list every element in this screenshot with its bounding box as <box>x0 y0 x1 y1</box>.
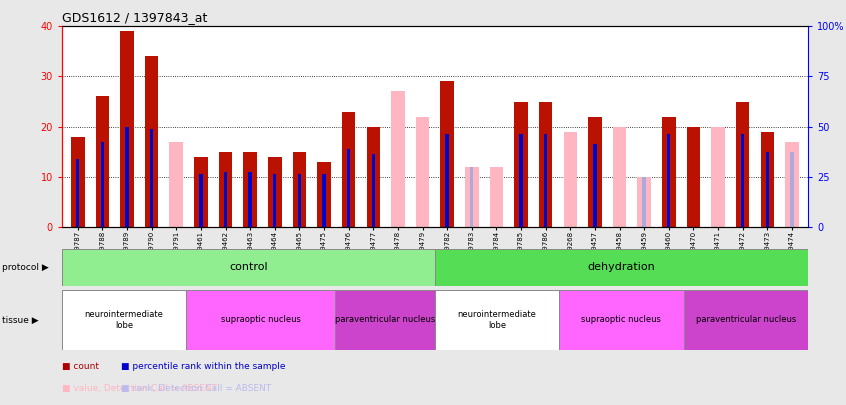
Bar <box>125 126 129 227</box>
Text: supraoptic nucleus: supraoptic nucleus <box>221 315 300 324</box>
Bar <box>391 92 404 227</box>
Bar <box>120 31 134 227</box>
Bar <box>293 151 306 227</box>
Bar <box>186 290 335 350</box>
Text: paraventricular nucleus: paraventricular nucleus <box>335 315 435 324</box>
Text: tissue ▶: tissue ▶ <box>2 315 38 324</box>
Bar <box>559 290 684 350</box>
Text: supraoptic nucleus: supraoptic nucleus <box>581 315 662 324</box>
Text: paraventricular nucleus: paraventricular nucleus <box>695 315 796 324</box>
Bar <box>298 174 301 227</box>
Bar <box>322 174 326 227</box>
Bar <box>317 162 331 227</box>
Text: control: control <box>229 262 267 272</box>
Bar <box>249 172 252 227</box>
Bar <box>224 172 228 227</box>
Text: ■ value, Detection Call = ABSENT: ■ value, Detection Call = ABSENT <box>62 384 217 393</box>
Bar <box>593 144 596 227</box>
Bar <box>219 151 233 227</box>
Bar <box>371 154 375 227</box>
Bar <box>441 81 454 227</box>
Text: protocol ▶: protocol ▶ <box>2 263 48 272</box>
Bar <box>637 177 651 227</box>
Bar <box>335 290 435 350</box>
Text: dehydration: dehydration <box>587 262 656 272</box>
Bar <box>711 126 725 227</box>
Text: neurointermediate
lobe: neurointermediate lobe <box>458 310 536 330</box>
Bar <box>667 134 671 227</box>
Bar <box>435 249 808 286</box>
Bar <box>273 174 277 227</box>
Text: neurointermediate
lobe: neurointermediate lobe <box>85 310 163 330</box>
Bar <box>544 134 547 227</box>
Bar <box>736 102 750 227</box>
Bar <box>642 177 645 227</box>
Bar <box>539 102 552 227</box>
Text: ■ rank, Detection Call = ABSENT: ■ rank, Detection Call = ABSENT <box>121 384 272 393</box>
Bar <box>687 126 700 227</box>
Bar <box>96 96 109 227</box>
Bar <box>62 290 186 350</box>
Bar <box>790 151 794 227</box>
Bar <box>101 142 104 227</box>
Text: GDS1612 / 1397843_at: GDS1612 / 1397843_at <box>62 11 207 24</box>
Bar <box>446 134 449 227</box>
Bar <box>741 134 744 227</box>
Bar <box>490 167 503 227</box>
Bar <box>514 102 528 227</box>
Bar <box>194 157 207 227</box>
Bar <box>347 149 350 227</box>
Bar <box>785 142 799 227</box>
Bar <box>761 132 774 227</box>
Bar <box>268 157 282 227</box>
Bar <box>76 159 80 227</box>
Bar <box>465 167 479 227</box>
Bar <box>169 142 183 227</box>
Bar <box>563 132 577 227</box>
Bar <box>366 126 380 227</box>
Bar <box>199 174 202 227</box>
Bar <box>684 290 808 350</box>
Bar <box>613 126 626 227</box>
Bar <box>62 249 435 286</box>
Bar <box>415 117 429 227</box>
Bar <box>150 129 153 227</box>
Bar <box>766 151 769 227</box>
Text: ■ percentile rank within the sample: ■ percentile rank within the sample <box>121 362 285 371</box>
Bar <box>71 136 85 227</box>
Text: ■ count: ■ count <box>62 362 99 371</box>
Bar <box>662 117 676 227</box>
Bar <box>470 167 474 227</box>
Bar <box>342 111 355 227</box>
Bar <box>244 151 257 227</box>
Bar <box>145 56 158 227</box>
Bar <box>435 290 559 350</box>
Bar <box>519 134 523 227</box>
Bar <box>588 117 602 227</box>
